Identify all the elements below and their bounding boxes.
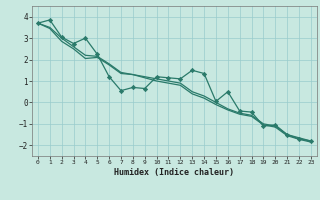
X-axis label: Humidex (Indice chaleur): Humidex (Indice chaleur) xyxy=(115,168,234,177)
